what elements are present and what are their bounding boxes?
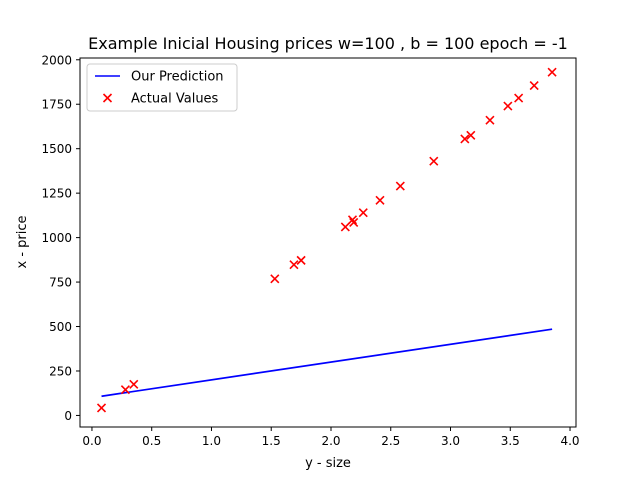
x-axis: 0.0 0.5 1.0 1.5 2.0 2.5 3.0 3.5 4.0 — [82, 427, 580, 448]
y-tick-label: 250 — [49, 364, 72, 378]
actual-value-point — [466, 130, 476, 140]
actual-value-point — [296, 255, 306, 265]
actual-value-point — [129, 379, 139, 389]
y-tick-label: 1500 — [41, 142, 72, 156]
actual-value-point — [429, 156, 439, 166]
y-tick-label: 1750 — [41, 98, 72, 112]
x-marker-stroke — [340, 222, 350, 232]
x-tick-label: 1.5 — [262, 434, 281, 448]
legend-label-prediction: Our Prediction — [131, 70, 224, 85]
x-tick-label: 3.0 — [441, 434, 460, 448]
x-marker-stroke — [529, 80, 539, 91]
x-marker-stroke — [485, 115, 495, 125]
x-axis-label: y - size — [305, 456, 351, 471]
x-marker-stroke — [514, 93, 524, 103]
y-axis-label: x - price — [15, 215, 30, 268]
x-marker-stroke — [289, 260, 299, 270]
y-tick-label: 500 — [49, 320, 72, 334]
actual-value-point — [503, 101, 513, 111]
y-axis: 0 250 500 750 1000 1250 1500 1750 2000 — [41, 53, 80, 423]
actual-value-point — [120, 385, 130, 395]
actual-value-point — [485, 115, 495, 125]
x-marker-stroke — [96, 403, 107, 413]
x-tick-label: 0.5 — [142, 434, 161, 448]
x-marker-stroke — [395, 181, 405, 191]
x-tick-label: 3.5 — [501, 434, 520, 448]
actual-value-point — [395, 181, 405, 191]
legend-box — [86, 63, 238, 112]
prediction-line — [101, 328, 553, 398]
actual-value-point — [340, 222, 350, 232]
x-marker-stroke — [347, 215, 358, 225]
x-marker-stroke — [375, 195, 385, 205]
actual-value-point — [375, 195, 385, 205]
x-marker-stroke — [270, 274, 280, 284]
y-tick-label: 1000 — [41, 231, 72, 245]
x-marker-stroke — [358, 208, 368, 218]
x-marker-stroke — [296, 255, 306, 265]
y-tick-label: 750 — [49, 276, 72, 290]
actual-value-point — [349, 217, 359, 228]
legend-label-actual: Actual Values — [131, 92, 219, 107]
actual-value-point — [358, 208, 368, 218]
x-tick-label: 1.0 — [202, 434, 221, 448]
actual-value-point — [460, 134, 470, 144]
y-tick-label: 2000 — [41, 53, 72, 67]
x-marker-stroke — [349, 217, 359, 228]
x-marker-stroke — [460, 134, 470, 144]
actual-value-point — [529, 80, 539, 91]
x-tick-label: 2.5 — [381, 434, 400, 448]
x-tick-label: 2.0 — [321, 434, 340, 448]
plot-area — [96, 67, 557, 413]
x-marker-stroke — [466, 130, 476, 140]
axes-frame — [79, 57, 577, 428]
actual-value-point — [547, 67, 557, 77]
x-marker-stroke — [120, 385, 130, 395]
x-marker-stroke — [102, 93, 113, 103]
actual-value-point — [270, 274, 280, 284]
legend: Our Prediction Actual Values — [86, 63, 238, 112]
actual-value-point — [347, 215, 358, 225]
x-tick-label: 4.0 — [560, 434, 579, 448]
actual-value-point — [514, 93, 524, 103]
chart-title: Example Inicial Housing prices w=100 , b… — [88, 34, 568, 53]
x-marker-stroke — [429, 156, 439, 166]
legend-marker-swatch — [102, 93, 113, 103]
x-marker-stroke — [547, 67, 557, 77]
actual-value-point — [96, 403, 107, 413]
y-tick-label: 0 — [64, 409, 72, 423]
x-tick-label: 0.0 — [82, 434, 101, 448]
x-marker-stroke — [503, 101, 513, 111]
x-marker-stroke — [129, 379, 139, 389]
y-tick-label: 1250 — [41, 187, 72, 201]
actual-value-point — [289, 260, 299, 270]
